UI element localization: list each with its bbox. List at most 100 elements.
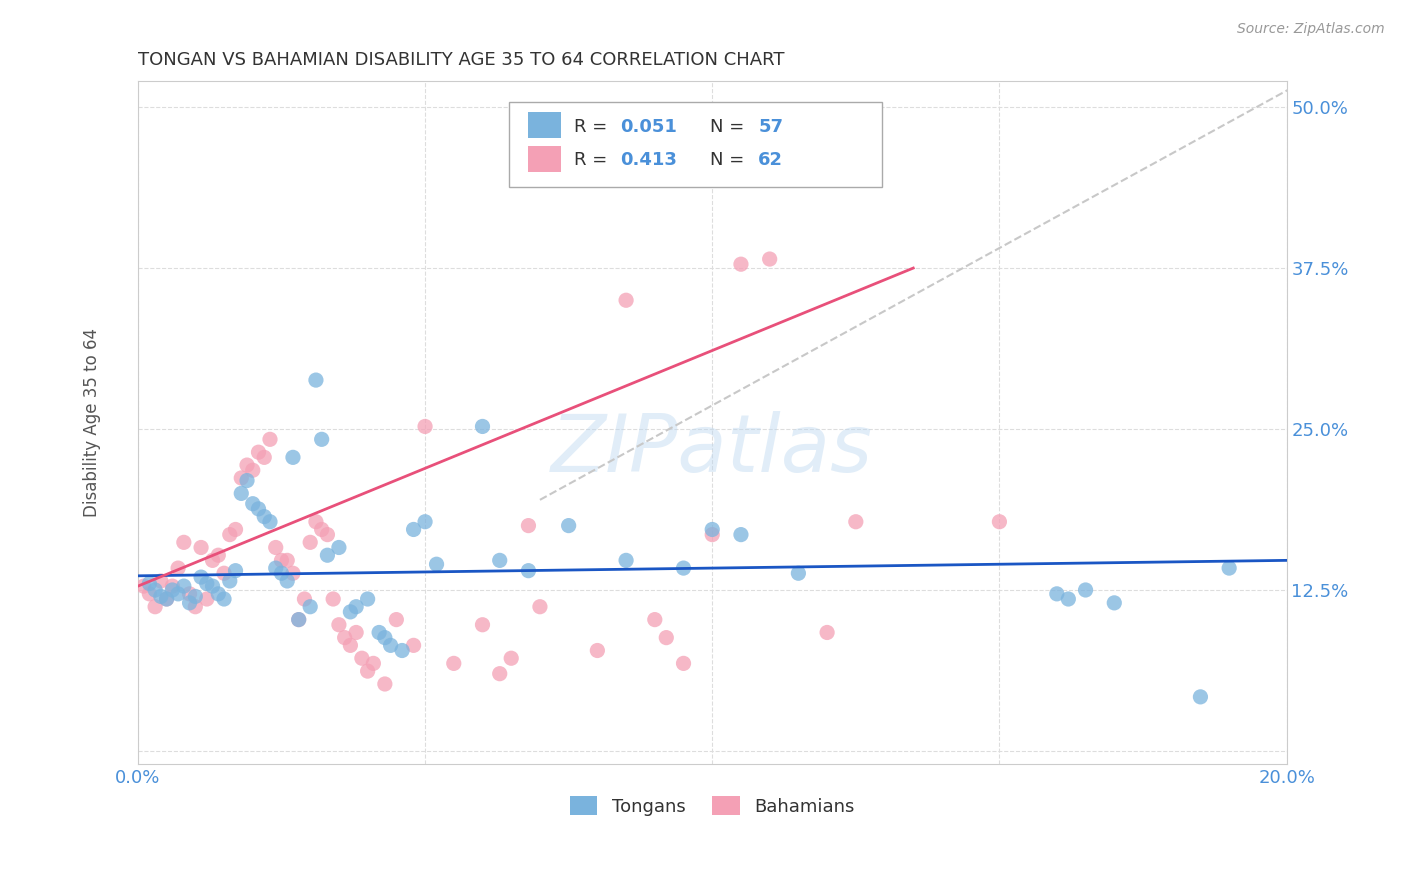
Point [179, 587, 201, 601]
Point [385, 613, 408, 627]
Point [225, 523, 247, 537]
Point [758, 252, 780, 266]
Point [614, 553, 637, 567]
Point [276, 553, 298, 567]
Point [225, 564, 247, 578]
Text: 57: 57 [758, 118, 783, 136]
Point [845, 515, 868, 529]
Point [339, 638, 361, 652]
Point [374, 677, 396, 691]
Point [311, 523, 333, 537]
Point [184, 590, 207, 604]
Point [363, 657, 385, 671]
Point [305, 373, 328, 387]
Point [231, 471, 253, 485]
Point [672, 657, 695, 671]
Point [143, 599, 166, 614]
Point [1189, 690, 1212, 704]
Point [1104, 596, 1126, 610]
Point [356, 664, 378, 678]
Point [270, 553, 292, 567]
FancyBboxPatch shape [509, 102, 882, 187]
Point [155, 592, 177, 607]
Point [702, 523, 724, 537]
Point [988, 515, 1011, 529]
Point [155, 592, 177, 607]
Point [162, 579, 184, 593]
Point [501, 651, 523, 665]
Point [167, 587, 190, 601]
Point [190, 541, 212, 555]
Point [231, 486, 253, 500]
Point [212, 592, 235, 607]
Point [184, 599, 207, 614]
Point [259, 515, 281, 529]
Point [356, 592, 378, 607]
Point [350, 651, 373, 665]
Point [380, 638, 402, 652]
Point [529, 599, 551, 614]
Text: TONGAN VS BAHAMIAN DISABILITY AGE 35 TO 64 CORRELATION CHART: TONGAN VS BAHAMIAN DISABILITY AGE 35 TO … [138, 51, 785, 69]
Point [655, 631, 678, 645]
Point [242, 497, 264, 511]
Point [138, 576, 160, 591]
Point [322, 592, 344, 607]
Point [218, 527, 240, 541]
Point [413, 419, 436, 434]
Point [264, 561, 287, 575]
Point [207, 587, 229, 601]
Point [316, 548, 339, 562]
Point [253, 450, 276, 465]
Point [287, 613, 309, 627]
Point [413, 515, 436, 529]
Point [425, 558, 447, 572]
Point [247, 501, 270, 516]
Point [1057, 592, 1080, 607]
Point [344, 599, 367, 614]
Point [730, 257, 752, 271]
Point [368, 625, 391, 640]
Point [787, 566, 810, 581]
Point [149, 574, 172, 588]
Point [281, 450, 304, 465]
Point [236, 458, 259, 472]
Point [173, 579, 195, 593]
Point [259, 433, 281, 447]
Point [557, 518, 579, 533]
Point [287, 613, 309, 627]
Point [471, 419, 494, 434]
Point [253, 509, 276, 524]
Text: R =: R = [575, 118, 613, 136]
Point [270, 566, 292, 581]
Point [339, 605, 361, 619]
Point [402, 638, 425, 652]
Point [517, 518, 540, 533]
Point [201, 553, 224, 567]
Point [391, 643, 413, 657]
Point [488, 553, 510, 567]
Point [179, 596, 201, 610]
Point [167, 561, 190, 575]
Point [162, 582, 184, 597]
Point [281, 566, 304, 581]
Text: 62: 62 [758, 151, 783, 169]
Point [207, 548, 229, 562]
Point [1046, 587, 1069, 601]
Point [374, 631, 396, 645]
Point [294, 592, 316, 607]
Point [299, 535, 322, 549]
Point [586, 643, 609, 657]
Point [443, 657, 465, 671]
Point [190, 570, 212, 584]
Point [149, 590, 172, 604]
Text: 0.051: 0.051 [620, 118, 678, 136]
Point [316, 527, 339, 541]
Point [517, 564, 540, 578]
Point [242, 463, 264, 477]
Point [132, 579, 155, 593]
Point [730, 527, 752, 541]
Point [195, 576, 218, 591]
Point [311, 433, 333, 447]
Point [247, 445, 270, 459]
Text: N =: N = [710, 118, 749, 136]
